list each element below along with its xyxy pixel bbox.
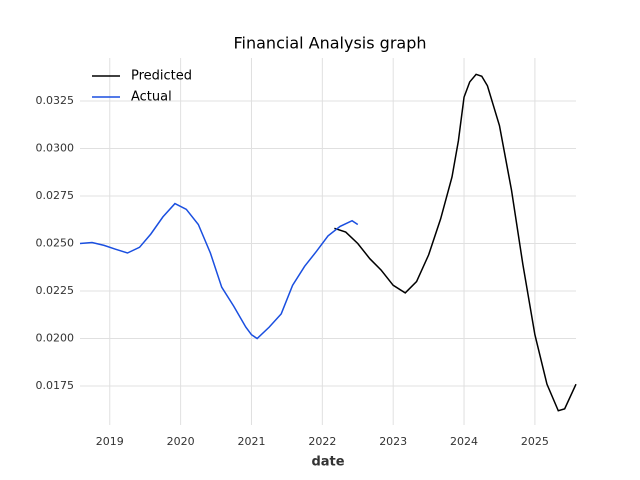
y-tick-label: 0.0200 bbox=[36, 332, 75, 345]
x-tick-label: 2024 bbox=[450, 435, 478, 448]
series-line bbox=[79, 202, 359, 340]
x-tick-label: 2021 bbox=[237, 435, 265, 448]
y-tick-label: 0.0275 bbox=[36, 189, 75, 202]
series-line bbox=[334, 73, 577, 412]
y-tick-label: 0.0325 bbox=[36, 94, 75, 107]
x-axis-label: date bbox=[311, 455, 344, 470]
x-tick-label: 2020 bbox=[167, 435, 195, 448]
legend-label: Predicted bbox=[131, 69, 192, 84]
x-tick-label: 2019 bbox=[96, 435, 124, 448]
chart-title: Financial Analysis graph bbox=[234, 34, 427, 53]
y-tick-label: 0.0250 bbox=[36, 236, 75, 249]
x-tick-label: 2022 bbox=[308, 435, 336, 448]
y-tick-label: 0.0225 bbox=[36, 284, 75, 297]
x-tick-label: 2023 bbox=[379, 435, 407, 448]
y-tick-label: 0.0175 bbox=[36, 379, 75, 392]
legend: Predicted Actual bbox=[92, 69, 192, 105]
legend-label: Actual bbox=[131, 90, 172, 105]
grid bbox=[80, 58, 576, 425]
y-tick-label: 0.0300 bbox=[36, 141, 75, 154]
x-tick-label: 2025 bbox=[521, 435, 549, 448]
